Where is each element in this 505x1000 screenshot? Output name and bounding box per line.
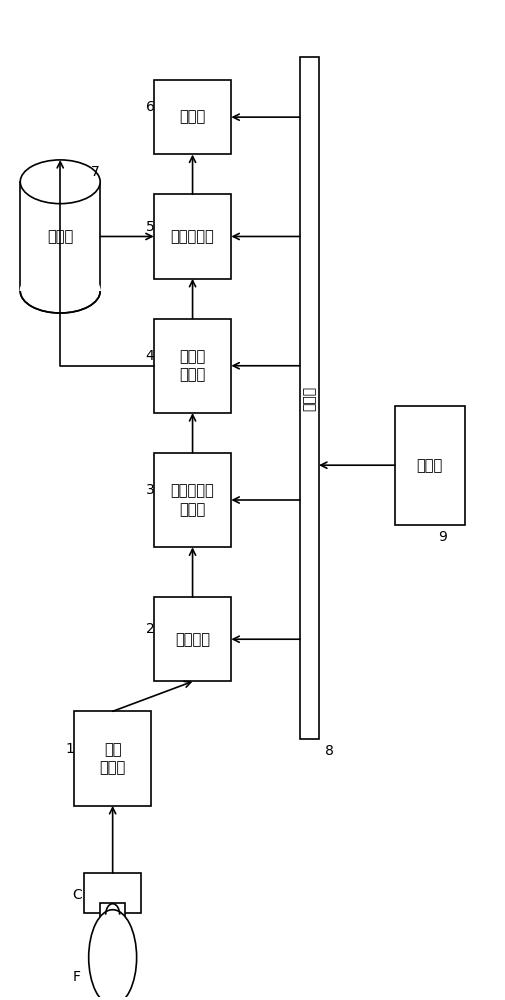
Text: 8: 8 [326, 744, 334, 758]
Text: 皮肤评价部: 皮肤评价部 [171, 229, 215, 244]
Text: 3: 3 [146, 483, 155, 497]
Text: 图像
输入部: 图像 输入部 [99, 742, 126, 775]
Text: 5: 5 [146, 220, 155, 234]
Bar [84, 873, 141, 913]
Text: 1: 1 [66, 742, 75, 756]
Text: C: C [72, 888, 82, 902]
Bar [154, 453, 231, 547]
Text: 预处理部: 预处理部 [175, 632, 210, 647]
Bar [154, 319, 231, 413]
Text: 主成分
分析部: 主成分 分析部 [179, 349, 206, 383]
Bar [100, 903, 125, 928]
Bar [20, 182, 100, 291]
Ellipse shape [20, 160, 100, 204]
Text: 操作部: 操作部 [417, 458, 443, 473]
Text: 7: 7 [91, 165, 99, 179]
Text: 6: 6 [145, 100, 155, 114]
Text: 控制部: 控制部 [302, 386, 317, 411]
Bar [154, 194, 231, 279]
Text: 光谱反射率
测定部: 光谱反射率 测定部 [171, 483, 215, 517]
Bar [154, 597, 231, 681]
Bar [395, 406, 465, 525]
Text: 数据库: 数据库 [47, 229, 73, 244]
Circle shape [89, 910, 137, 1000]
Text: F: F [73, 970, 81, 984]
Text: 2: 2 [146, 622, 155, 636]
Text: 显示部: 显示部 [179, 110, 206, 125]
Ellipse shape [20, 269, 100, 313]
Text: 9: 9 [438, 530, 447, 544]
Text: 4: 4 [146, 349, 155, 363]
Bar [300, 57, 319, 739]
Bar [154, 80, 231, 154]
Bar [74, 711, 152, 806]
